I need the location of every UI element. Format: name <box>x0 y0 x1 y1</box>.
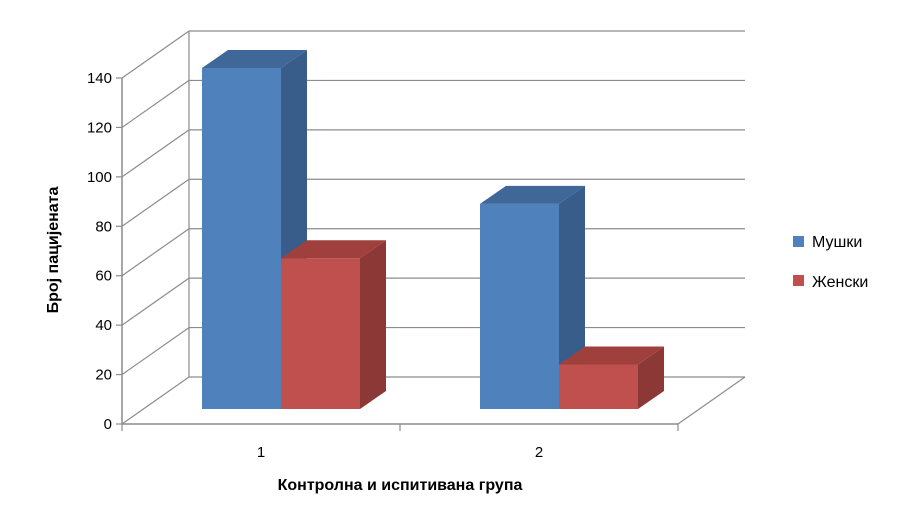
bar-front <box>559 364 638 409</box>
legend-label-female: Женски <box>812 274 868 291</box>
bar-top <box>480 185 585 204</box>
gridline-diagonal <box>121 327 190 376</box>
y-tick-label: 20 <box>95 367 112 384</box>
gridline-diagonal <box>121 228 190 277</box>
bar-top <box>202 49 307 68</box>
y-tick-label: 140 <box>87 70 112 87</box>
bar <box>281 240 386 409</box>
y-axis-title: Број пацијената <box>45 186 62 313</box>
axes <box>116 77 679 431</box>
gridline-diagonal <box>121 376 190 425</box>
x-axis-title: Контролна и испитивана група <box>278 477 523 494</box>
gridline-diagonal <box>121 129 190 178</box>
x-tick-label: 1 <box>257 444 265 461</box>
gridline-diagonal <box>121 79 190 128</box>
bar <box>559 346 664 409</box>
y-tick-label: 120 <box>87 119 112 136</box>
y-tick-label: 100 <box>87 169 112 186</box>
bar-top <box>281 240 386 259</box>
bars <box>202 49 664 409</box>
y-tick-label: 0 <box>104 416 112 433</box>
floor-edge <box>677 376 746 425</box>
legend-swatch-male <box>793 236 804 247</box>
bar-front <box>202 67 281 409</box>
y-tick-labels: 0 20 40 60 80 100 120 140 <box>87 70 112 433</box>
bar-side <box>638 346 664 409</box>
gridline-diagonal <box>121 30 190 79</box>
y-tick-label: 40 <box>95 317 112 334</box>
bar-side <box>360 240 386 409</box>
legend-swatch-female <box>793 275 804 286</box>
bar-front <box>281 258 360 409</box>
gridline-diagonal <box>121 178 190 227</box>
legend-label-male: Мушки <box>812 234 862 251</box>
legend: Мушки Женски <box>793 234 868 291</box>
bar <box>480 185 585 409</box>
bar <box>202 49 307 409</box>
gridline-diagonal <box>121 277 190 326</box>
bar-top <box>559 346 664 365</box>
bar-front <box>480 203 559 409</box>
x-tick-label: 2 <box>535 444 543 461</box>
y-tick-label: 80 <box>95 218 112 235</box>
y-tick-label: 60 <box>95 268 112 285</box>
